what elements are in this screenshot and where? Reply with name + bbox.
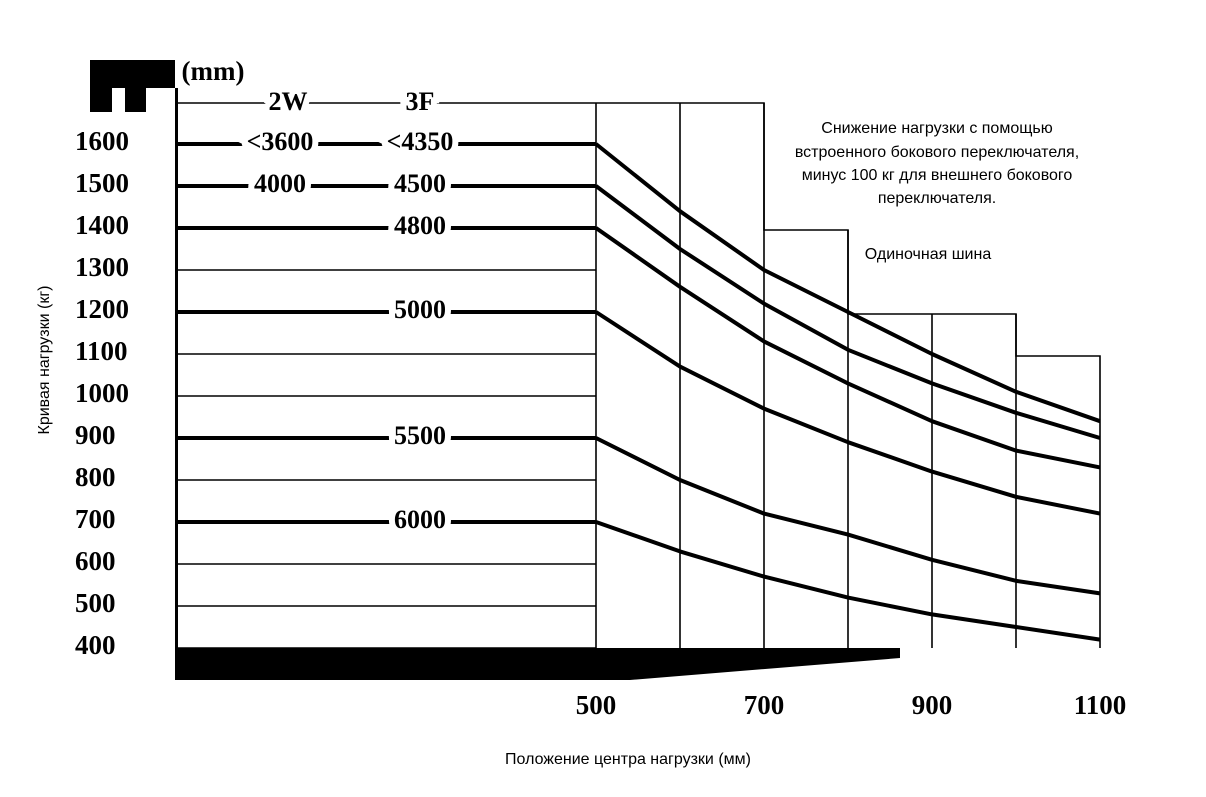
annotation-line: встроенного бокового переключателя, [795, 144, 1079, 161]
x-tick-label: 500 [576, 690, 617, 720]
column-label: 3F [406, 87, 435, 116]
series-label: 5000 [394, 295, 446, 324]
series-label-2w: 4000 [254, 169, 306, 198]
y-tick-label: 1100 [75, 336, 128, 366]
x-axis-title: Положение центра нагрузки (мм) [505, 751, 751, 768]
series-label: 4800 [394, 211, 446, 240]
y-tick-label: 900 [75, 420, 116, 450]
annotation-line: минус 100 кг для внешнего бокового [802, 167, 1073, 184]
series-label: <4350 [387, 127, 454, 156]
load-curve [594, 226, 1101, 470]
y-tick-label: 600 [75, 546, 116, 576]
y-tick-label: 1600 [75, 126, 129, 156]
load-curve [594, 184, 1101, 440]
y-tick-label: 1400 [75, 210, 129, 240]
units-label: (mm) [182, 56, 245, 86]
annotation-line: переключателя. [878, 190, 996, 207]
y-tick-label: 800 [75, 462, 116, 492]
x-tick-label: 1100 [1074, 690, 1127, 720]
y-tick-label: 400 [75, 630, 116, 660]
column-label: 2W [269, 87, 308, 116]
load-curve [595, 520, 1101, 642]
series-label: 4500 [394, 169, 446, 198]
load-curve [595, 436, 1101, 596]
series-label: 6000 [394, 505, 446, 534]
y-axis-title: Кривая нагрузки (кг) [36, 286, 53, 435]
annotation-line: Снижение нагрузки с помощью [821, 120, 1052, 137]
series-label: 5500 [394, 421, 446, 450]
x-tick-label: 700 [744, 690, 785, 720]
series-label-2w: <3600 [247, 127, 314, 156]
axis-bracket [90, 60, 900, 680]
annotation: Одиночная шина [865, 246, 992, 263]
load-curve [594, 310, 1101, 516]
y-tick-label: 1500 [75, 168, 129, 198]
y-tick-label: 1000 [75, 378, 129, 408]
y-tick-label: 500 [75, 588, 116, 618]
x-tick-label: 900 [912, 690, 953, 720]
y-tick-label: 700 [75, 504, 116, 534]
y-tick-label: 1200 [75, 294, 129, 324]
load-curve [594, 142, 1101, 424]
y-tick-label: 1300 [75, 252, 129, 282]
